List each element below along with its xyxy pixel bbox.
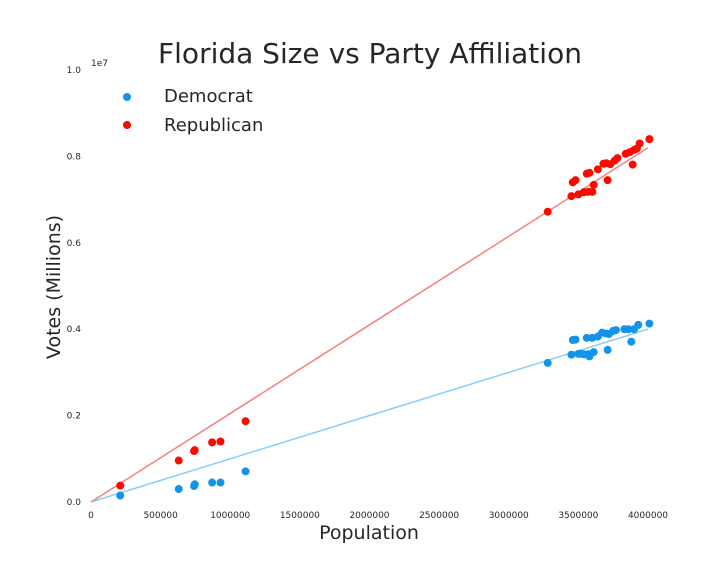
x-tick-label: 0 <box>88 511 94 521</box>
republican-point <box>613 154 622 163</box>
y-tick-label: 0.8 <box>67 152 82 162</box>
x-tick-label: 4000000 <box>628 511 668 521</box>
republican-point <box>174 456 183 465</box>
democrat-trend-line <box>90 328 649 503</box>
x-tick-label: 1000000 <box>210 511 250 521</box>
data-points <box>116 135 654 500</box>
x-tick-label: 1500000 <box>280 511 320 521</box>
x-tick-label: 2000000 <box>349 511 389 521</box>
democrat-point <box>241 467 250 476</box>
x-tick-label: 500000 <box>143 511 178 521</box>
x-axis-label: Population <box>319 522 419 544</box>
republican-point <box>543 207 552 216</box>
republican-point <box>585 168 594 177</box>
republican-point <box>603 176 612 185</box>
republican-point <box>635 139 644 148</box>
republican-point <box>208 438 217 447</box>
legend-label-republican: Republican <box>164 115 263 136</box>
republican-point <box>589 180 598 189</box>
y-tick-label: 1.0 <box>67 66 82 76</box>
legend-label-democrat: Democrat <box>164 86 253 107</box>
legend: Democrat Republican <box>123 86 263 136</box>
republican-point <box>593 165 602 174</box>
democrat-point <box>190 480 199 489</box>
democrat-point <box>624 325 633 334</box>
democrat-point <box>216 478 225 487</box>
trend-lines <box>90 147 649 503</box>
y-tick-label: 0.4 <box>67 325 82 335</box>
democrat-point <box>543 358 552 367</box>
republican-point <box>190 446 199 455</box>
republican-point <box>645 135 654 144</box>
chart-title: Florida Size vs Party Affiliation <box>158 37 582 70</box>
y-tick-label: 0.6 <box>67 239 82 249</box>
democrat-point <box>116 491 125 500</box>
republican-point <box>241 417 250 426</box>
democrat-point <box>589 348 598 357</box>
democrat-point <box>582 333 591 342</box>
republican-point <box>116 481 125 490</box>
y-offset-text: 1e7 <box>91 59 108 69</box>
democrat-point <box>611 326 620 335</box>
democrat-point <box>174 485 183 494</box>
y-tick-label: 0.2 <box>67 412 81 422</box>
republican-trend-line <box>90 147 649 503</box>
democrat-point <box>208 478 217 487</box>
republican-point <box>628 160 637 169</box>
x-axis-ticks: 0 500000 1000000 1500000 2000000 2500000 30000… <box>88 511 668 521</box>
democrat-point <box>634 320 643 329</box>
legend-marker-republican <box>123 121 131 129</box>
republican-point <box>567 192 576 201</box>
democrat-point <box>627 337 636 346</box>
democrat-point <box>571 335 580 344</box>
republican-point <box>571 176 580 185</box>
legend-marker-democrat <box>123 93 131 101</box>
x-tick-label: 2500000 <box>419 511 459 521</box>
republican-point <box>216 437 225 446</box>
democrat-point <box>645 319 654 328</box>
x-tick-label: 3000000 <box>489 511 529 521</box>
y-axis-ticks: 0.0 0.2 0.4 0.6 0.8 1.0 <box>67 66 82 508</box>
x-tick-label: 3500000 <box>558 511 598 521</box>
y-tick-label: 0.0 <box>67 498 82 508</box>
democrat-point <box>603 345 612 354</box>
republican-point <box>588 187 597 196</box>
y-axis-label: Votes (Millions) <box>43 215 65 359</box>
democrat-point <box>567 350 576 359</box>
